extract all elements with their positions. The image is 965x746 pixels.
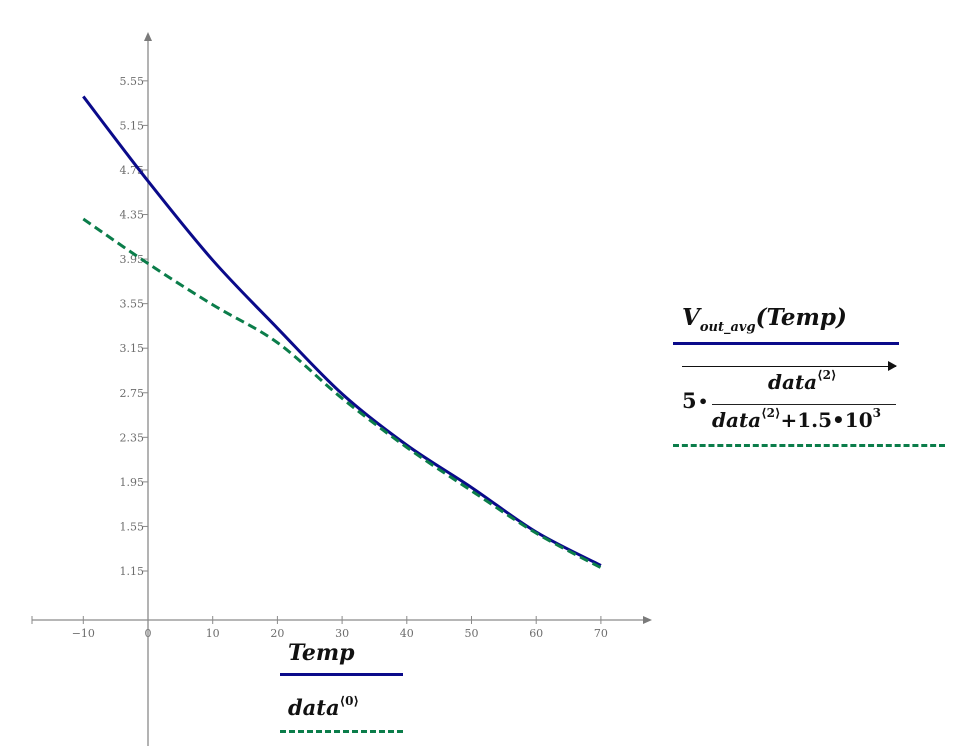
y-legend-solid-swatch <box>673 342 899 345</box>
x-tick-label: −10 <box>72 627 95 640</box>
x-tick-label: 30 <box>335 627 349 640</box>
denominator-exponent: 3 <box>872 406 881 420</box>
y-tick-label: 1.15 <box>120 565 145 578</box>
data-series <box>82 95 602 569</box>
x-legend-dashed-swatch <box>280 730 403 733</box>
y-tick-label: 3.55 <box>120 298 145 311</box>
y-tick-label: 3.95 <box>120 253 145 266</box>
fraction-bar <box>712 404 896 405</box>
y-tick-label: 5.15 <box>120 119 145 132</box>
numerator-sup: ⟨2⟩ <box>817 368 837 382</box>
vectorize-arrow-icon <box>888 361 897 371</box>
y-legend-dashed-swatch <box>673 444 945 447</box>
x-label2-sup: ⟨0⟩ <box>339 694 359 708</box>
x-tick-label: 70 <box>594 627 608 640</box>
y-tick-label: 1.55 <box>120 520 145 533</box>
x-label2-base: data <box>288 695 340 720</box>
series-vout-solid-line <box>82 95 602 567</box>
x-axis-label-temp[interactable]: Temp <box>288 640 355 666</box>
denominator-sup: ⟨2⟩ <box>761 406 781 420</box>
formula-denominator: data⟨2⟩+1.5•103 <box>712 406 881 432</box>
vectorize-arrow-line <box>682 366 896 367</box>
formula-multiply-dot: • <box>698 392 709 411</box>
formula-coefficient: 5 <box>682 388 697 413</box>
denominator-base: data <box>712 408 762 432</box>
y-tick-label: 4.35 <box>120 209 145 222</box>
axis-ticks: −10 0 10 20 30 40 50 60 705.555.154.754.353.953.… <box>72 75 608 640</box>
x-axis-arrow-icon <box>643 616 652 624</box>
y-axis-label-vout[interactable]: Vout_avg(Temp) <box>682 304 847 335</box>
y-tick-label: 3.15 <box>120 342 145 355</box>
x-legend-solid-swatch <box>280 673 403 676</box>
y-tick-label: 2.75 <box>120 387 145 400</box>
y-tick-label: 5.55 <box>120 75 145 88</box>
y-label-arg: (Temp) <box>755 304 847 331</box>
formula-numerator: data⟨2⟩ <box>768 368 837 394</box>
y-tick-label: 1.95 <box>120 476 145 489</box>
x-tick-label: 50 <box>465 627 479 640</box>
x-tick-label: 60 <box>529 627 543 640</box>
x-label-text: Temp <box>288 640 355 666</box>
x-axis-label-data0[interactable]: data⟨0⟩ <box>288 694 359 720</box>
numerator-base: data <box>768 370 818 394</box>
series-data-dashed-line <box>82 217 602 569</box>
y-label-base: V <box>682 304 700 331</box>
y-label-sub: out_avg <box>699 320 756 335</box>
y-tick-label: 2.35 <box>120 431 145 444</box>
x-tick-label: 20 <box>270 627 284 640</box>
x-tick-label: 10 <box>206 627 220 640</box>
y-axis-arrow-icon <box>144 32 152 41</box>
denominator-rest: +1.5•10 <box>780 408 873 432</box>
x-tick-label: 40 <box>400 627 414 640</box>
x-tick-label: 0 <box>145 627 152 640</box>
